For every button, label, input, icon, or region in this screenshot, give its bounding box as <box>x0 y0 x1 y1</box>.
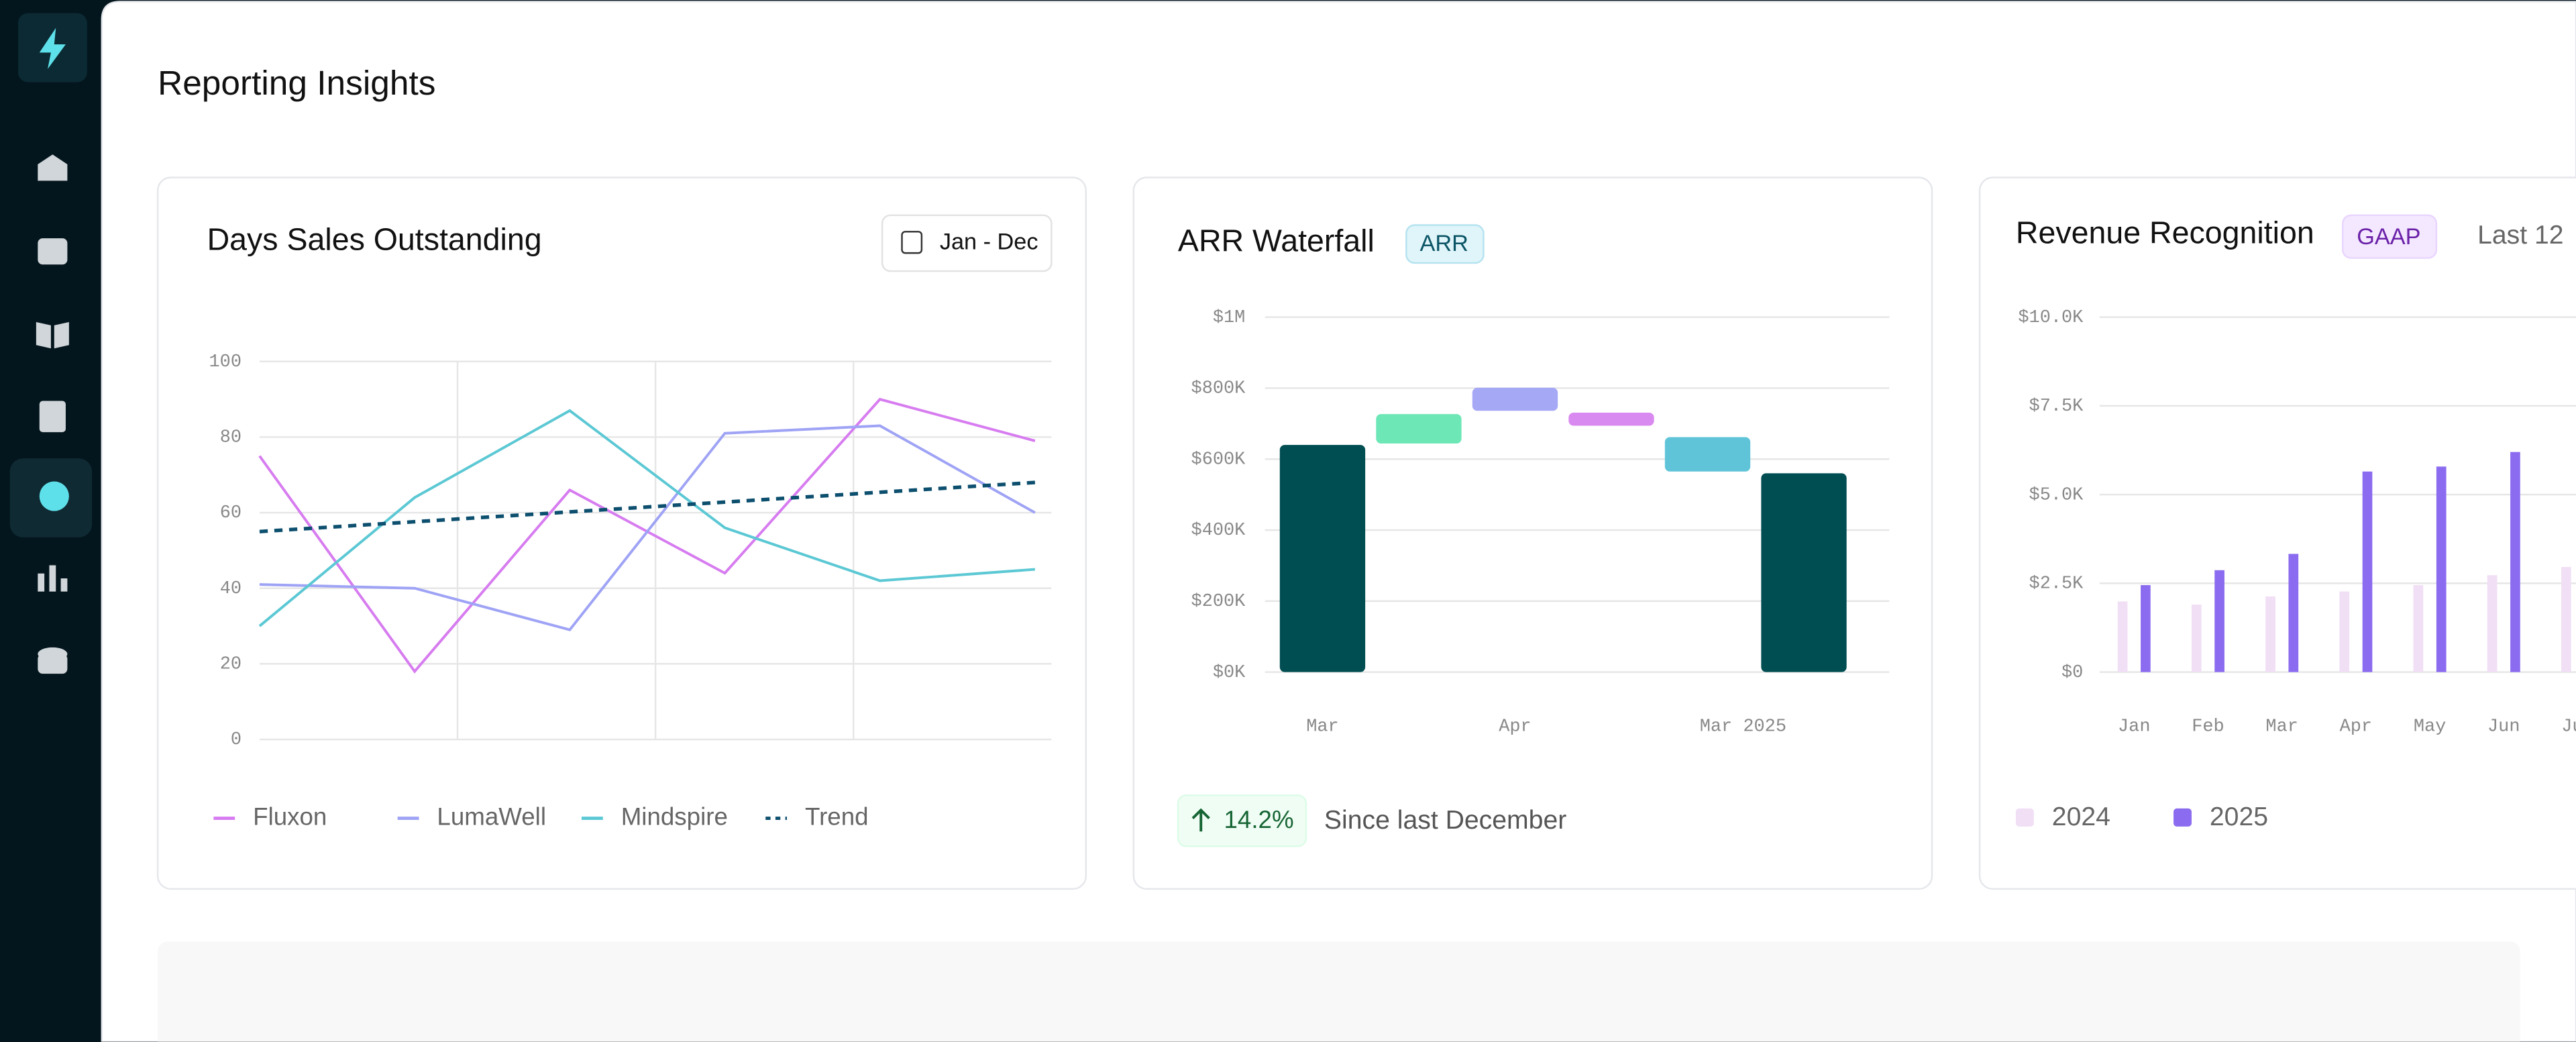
x-tick-label: May <box>2414 717 2446 737</box>
x-tick-label: Apr <box>2340 717 2372 737</box>
waterfall-bar <box>1664 437 1751 472</box>
nav-chart-bar <box>49 565 56 592</box>
bar <box>2487 575 2498 672</box>
period[interactable]: Last 12 <box>2477 221 2564 250</box>
x-tick-label: Mar <box>1306 717 1338 737</box>
change-note: Since last December <box>1324 806 1566 835</box>
x-tick-label: Jan <box>2118 717 2150 737</box>
y-tick-label: 80 <box>220 428 241 448</box>
y-tick-label: 40 <box>220 579 241 599</box>
logo-icon <box>39 28 66 69</box>
y-tick-label: $400K <box>1191 521 1246 541</box>
bar <box>2339 591 2350 672</box>
nav-chart[interactable] <box>38 573 45 592</box>
up-arrow <box>1191 808 1210 832</box>
y-tick-label: $0K <box>1213 663 1246 683</box>
nav-icons <box>36 154 69 674</box>
legend-swatch <box>2015 808 2034 827</box>
calendar-icon <box>901 231 923 254</box>
bar <box>2362 471 2373 672</box>
y-tick-label: 100 <box>209 352 241 372</box>
badge <box>2342 214 2438 259</box>
date-button[interactable] <box>881 214 1053 272</box>
nav-database-body <box>38 654 68 674</box>
line-series <box>258 409 1036 627</box>
card-title: ARR Waterfall <box>1178 223 1375 258</box>
date-range: Jan - Dec <box>940 229 1038 255</box>
nav-receipt[interactable] <box>39 401 66 433</box>
change-badge <box>1177 794 1307 847</box>
y-tick-label: $7.5K <box>2029 397 2084 417</box>
y-tick-label: $5.0K <box>2029 485 2084 505</box>
badge <box>1405 224 1485 264</box>
card <box>156 176 1087 890</box>
waterfall-bar <box>1568 412 1654 426</box>
nav-book[interactable] <box>36 322 69 349</box>
x-tick-label: Apr <box>1499 717 1531 737</box>
bar <box>2141 585 2151 672</box>
y-tick-label: $600K <box>1191 450 1246 470</box>
line-series <box>259 480 1036 533</box>
x-tick-label: Mar <box>2265 717 2298 737</box>
bar <box>2510 452 2520 672</box>
bar <box>2191 605 2202 672</box>
legend-swatch <box>2174 808 2192 827</box>
waterfall-bar <box>1279 445 1366 672</box>
nav-revenue-icon <box>39 481 69 511</box>
bar <box>2265 596 2275 672</box>
line-series <box>259 424 1036 631</box>
x-tick-label: Feb <box>2192 717 2224 737</box>
bar <box>2117 601 2128 672</box>
nav-chart-bar <box>60 578 68 592</box>
waterfall-bar <box>1376 414 1462 444</box>
card-title: Days Sales Outstanding <box>207 221 542 256</box>
bar <box>2413 585 2424 672</box>
x-tick-label: Jul <box>2561 717 2576 737</box>
y-tick-label: $200K <box>1191 592 1246 612</box>
y-tick-label: $0 <box>2061 663 2083 683</box>
legend-label: Fluxon <box>253 802 327 830</box>
bar <box>2561 567 2571 672</box>
card <box>1978 176 2576 890</box>
placeholder-panel <box>158 941 2520 1042</box>
y-tick-label: $800K <box>1191 379 1246 399</box>
card-title: Revenue Recognition <box>2016 215 2314 250</box>
y-tick-label: $2.5K <box>2029 574 2084 594</box>
legend-label: 2025 <box>2210 802 2268 831</box>
x-tick-label: Jun <box>2487 717 2520 737</box>
card <box>1132 176 1933 890</box>
badge-text: ARR <box>1419 231 1468 256</box>
y-tick-label: 0 <box>231 730 241 750</box>
page-title: Reporting Insights <box>158 63 435 102</box>
nav-home[interactable] <box>38 154 68 181</box>
bar <box>2288 554 2299 672</box>
change-value: 14.2% <box>1224 806 1294 833</box>
y-tick-label: 60 <box>220 503 241 523</box>
bar <box>2436 466 2447 672</box>
badge-text: GAAP <box>2357 224 2420 250</box>
waterfall-bar <box>1472 387 1558 411</box>
nav-inbox[interactable] <box>38 238 68 265</box>
bar <box>2214 570 2224 672</box>
waterfall-bar <box>1761 473 1847 672</box>
y-tick-label: $10.0K <box>2018 308 2084 328</box>
legend-label: LumaWell <box>437 802 546 830</box>
x-tick-label: Mar 2025 <box>1700 717 1786 737</box>
y-tick-label: 20 <box>220 655 241 675</box>
legend-label: 2024 <box>2052 802 2110 831</box>
legend-label: Mindspire <box>621 802 728 830</box>
y-tick-label: $1M <box>1213 308 1245 328</box>
legend-label: Trend <box>805 802 869 830</box>
